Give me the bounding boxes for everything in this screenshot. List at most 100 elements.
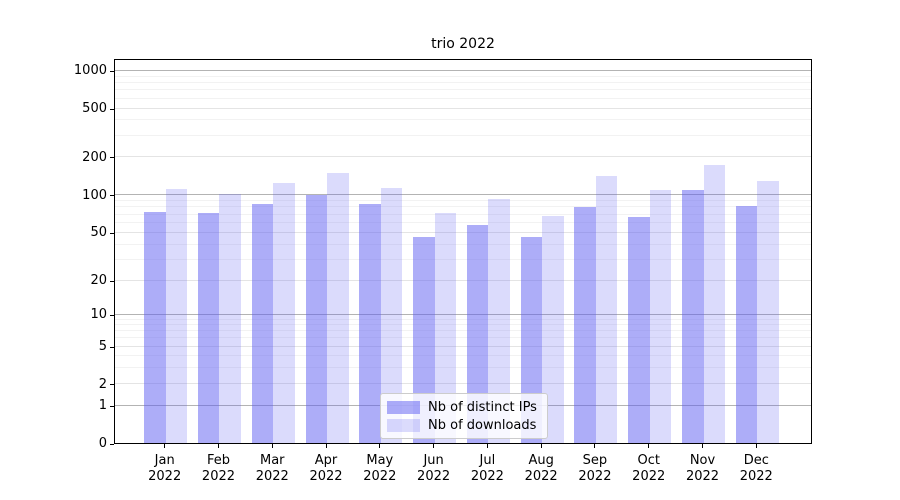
y-tick-mark: [110, 346, 114, 348]
gridline-minor: [115, 199, 811, 201]
legend: Nb of distinct IPs Nb of downloads: [380, 393, 548, 439]
bar-downloads: [434, 212, 457, 443]
gridline-major: [115, 69, 811, 71]
x-tick-mark: [379, 444, 381, 448]
gridline-mid: [115, 345, 811, 347]
gridline-major: [115, 313, 811, 315]
legend-label-downloads: Nb of downloads: [428, 417, 537, 433]
y-axis-tick-label: 5: [98, 339, 107, 355]
legend-swatch-downloads: [387, 418, 420, 432]
x-axis-tick-label: Oct 2022: [632, 453, 666, 484]
x-axis-tick-label: Mar 2022: [255, 453, 289, 484]
gridline-minor: [115, 82, 811, 84]
gridline-minor: [115, 134, 811, 136]
x-axis-tick-label: Nov 2022: [685, 453, 720, 484]
x-tick-mark: [164, 444, 166, 448]
y-tick-mark: [110, 405, 114, 407]
y-tick-mark: [110, 314, 114, 316]
gridline-minor: [115, 222, 811, 224]
bar-downloads: [219, 193, 241, 443]
gridline-minor: [115, 89, 811, 91]
x-tick-mark: [540, 444, 542, 448]
gridline-minor: [115, 206, 811, 208]
gridline-minor: [115, 366, 811, 368]
gridline-mid: [115, 231, 811, 233]
y-axis-tick-label: 10: [90, 307, 107, 323]
y-axis-tick-label: 1: [98, 398, 107, 414]
gridline-minor: [115, 258, 811, 260]
gridline-minor: [115, 213, 811, 215]
x-axis-tick-label: Jan 2022: [148, 453, 182, 484]
bar-downloads: [703, 164, 725, 443]
x-axis-tick-label: Jul 2022: [470, 453, 504, 484]
y-axis-tick-label: 200: [82, 149, 107, 165]
x-tick-mark: [648, 444, 650, 448]
y-axis-tick-label: 20: [90, 273, 107, 289]
bar-distinct-ips: [197, 213, 220, 443]
x-tick-mark: [594, 444, 596, 448]
x-axis-tick-label: May 2022: [363, 453, 397, 484]
x-axis-tick-label: Dec 2022: [739, 453, 773, 484]
legend-label-distinct-ips: Nb of distinct IPs: [428, 399, 537, 415]
x-axis-tick-label: Jun 2022: [417, 453, 451, 484]
bar-distinct-ips: [735, 206, 758, 443]
legend-item-distinct-ips: Nb of distinct IPs: [387, 398, 541, 416]
bar-distinct-ips: [574, 206, 596, 443]
legend-item-downloads: Nb of downloads: [387, 416, 541, 434]
bar-downloads: [273, 182, 295, 443]
gridline-minor: [115, 97, 811, 99]
bar-distinct-ips: [682, 189, 704, 443]
x-tick-mark: [217, 444, 219, 448]
y-tick-mark: [110, 108, 114, 110]
x-tick-mark: [486, 444, 488, 448]
bar-distinct-ips: [144, 211, 166, 443]
gridline-mid: [115, 107, 811, 109]
bar-downloads: [327, 172, 349, 443]
gridline-minor: [115, 324, 811, 326]
x-axis-tick-label: Sep 2022: [578, 453, 612, 484]
y-axis-tick-label: 0: [98, 436, 107, 451]
x-tick-mark: [271, 444, 273, 448]
bar-distinct-ips: [628, 217, 650, 443]
bar-distinct-ips: [520, 236, 543, 443]
y-tick-mark: [110, 384, 114, 386]
bar-downloads: [165, 189, 188, 443]
bar-distinct-ips: [413, 236, 435, 443]
y-axis-tick-label: 1000: [73, 63, 107, 79]
y-tick-mark: [110, 157, 114, 159]
bar-distinct-ips: [305, 195, 328, 443]
y-axis-tick-label: 2: [98, 376, 107, 392]
x-tick-mark: [755, 444, 757, 448]
bar-distinct-ips: [359, 204, 381, 443]
x-axis-tick-label: Apr 2022: [309, 453, 343, 484]
legend-swatch-distinct-ips: [387, 400, 420, 414]
gridline-mid: [115, 279, 811, 281]
x-axis-tick-label: Feb 2022: [201, 453, 236, 484]
x-tick-mark: [702, 444, 703, 448]
gridline-minor: [115, 337, 811, 339]
y-tick-mark: [110, 70, 114, 72]
plot-area: Nb of distinct IPs Nb of downloads: [114, 59, 812, 444]
chart-title: trio 2022: [431, 36, 495, 52]
y-tick-mark: [110, 195, 114, 197]
x-axis-tick-label: Aug 2022: [524, 453, 558, 484]
bar-distinct-ips: [466, 225, 489, 443]
gridline-mid: [115, 383, 811, 385]
y-axis-tick-label: 500: [82, 101, 107, 116]
bar-downloads: [595, 176, 618, 443]
bar-downloads: [649, 189, 672, 443]
bar-downloads: [380, 187, 403, 443]
y-tick-mark: [110, 280, 114, 282]
gridline-minor: [115, 318, 811, 320]
gridline-major: [115, 194, 811, 196]
y-tick-mark: [110, 232, 114, 234]
gridline-mid: [115, 156, 811, 158]
gridline-minor: [115, 355, 811, 356]
bar-downloads: [757, 181, 779, 443]
y-tick-mark: [110, 443, 114, 445]
bar-downloads: [488, 199, 510, 443]
x-tick-mark: [433, 444, 435, 448]
y-axis-tick-label: 50: [90, 225, 107, 241]
gridline-minor: [115, 75, 811, 77]
